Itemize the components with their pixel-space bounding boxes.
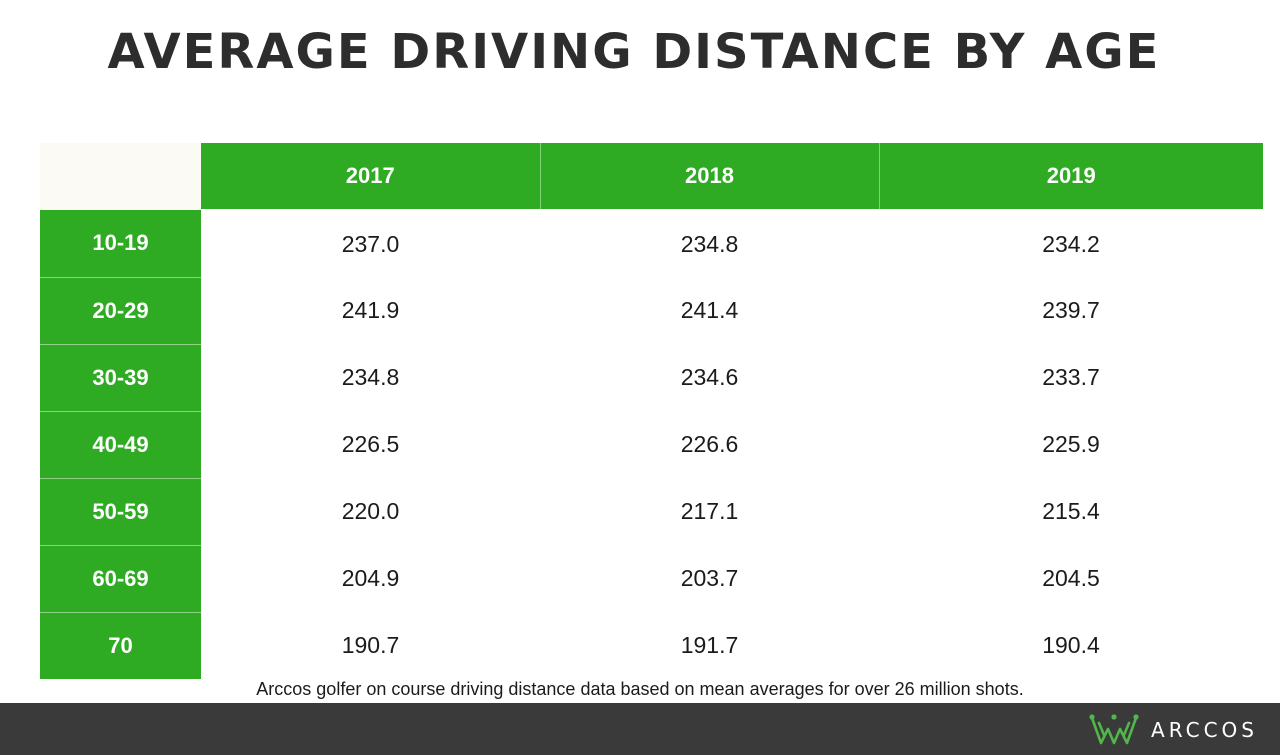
row-header-age-group: 10-19 — [40, 210, 201, 278]
driving-distance-table: 2017 2018 2019 10-19 237.0 234.8 234.2 2… — [40, 143, 1263, 679]
table-cell: 234.8 — [680, 230, 739, 257]
table-cell: 220.0 — [341, 498, 400, 524]
table-row: 50-59 220.0 217.1 215.4 — [40, 478, 1263, 546]
table-cell: 217.1 — [680, 498, 739, 524]
table-cell: 191.7 — [680, 631, 739, 658]
column-header-2017: 2017 — [201, 143, 540, 211]
arccos-crown-logo-icon — [1089, 714, 1139, 745]
table-cell: 234.2 — [1042, 230, 1100, 257]
column-header-2018: 2018 — [539, 143, 879, 211]
footnote: Arccos golfer on course driving distance… — [256, 679, 1024, 699]
table-cell: 190.4 — [1042, 631, 1100, 658]
table-header-row: 2017 2018 2019 — [40, 143, 1263, 211]
row-header-age-group: 20-29 — [40, 277, 201, 345]
table-corner-cell — [40, 143, 201, 210]
row-header-age-group: 70 — [40, 612, 201, 679]
table-cell: 233.7 — [1042, 364, 1100, 390]
table-cell: 237.0 — [341, 230, 400, 257]
row-header-age-group: 30-39 — [40, 344, 201, 412]
table-cell: 239.7 — [1042, 297, 1100, 323]
table-cell: 190.7 — [341, 631, 400, 658]
footer-bar: ARCCOS — [0, 703, 1280, 755]
brand-lockup: ARCCOS — [1089, 712, 1258, 748]
row-header-age-group: 60-69 — [40, 545, 201, 613]
table-row: 10-19 237.0 234.8 234.2 — [40, 210, 1263, 278]
table-cell: 225.9 — [1042, 431, 1100, 457]
table-cell: 204.9 — [341, 565, 400, 591]
table-cell: 234.6 — [680, 364, 739, 390]
table-cell: 204.5 — [1042, 565, 1100, 591]
table-row: 60-69 204.9 203.7 204.5 — [40, 545, 1263, 613]
table-cell: 226.6 — [680, 431, 739, 457]
table-row: 40-49 226.5 226.6 225.9 — [40, 411, 1263, 479]
table-cell: 241.9 — [341, 297, 400, 323]
table-cell: 226.5 — [341, 431, 400, 457]
page-title: AVERAGE DRIVING DISTANCE BY AGE — [107, 24, 1161, 80]
table-row: 20-29 241.9 241.4 239.7 — [40, 277, 1263, 345]
row-header-age-group: 40-49 — [40, 411, 201, 479]
table-cell: 203.7 — [680, 565, 739, 591]
table-cell: 234.8 — [341, 364, 400, 390]
brand-name: ARCCOS — [1151, 718, 1258, 742]
table-row: 30-39 234.8 234.6 233.7 — [40, 344, 1263, 412]
table-row: 70 190.7 191.7 190.4 — [40, 612, 1263, 679]
column-header-2019: 2019 — [878, 143, 1263, 211]
table-cell: 241.4 — [680, 297, 739, 323]
table-cell: 215.4 — [1042, 498, 1100, 524]
row-header-age-group: 50-59 — [40, 478, 201, 546]
